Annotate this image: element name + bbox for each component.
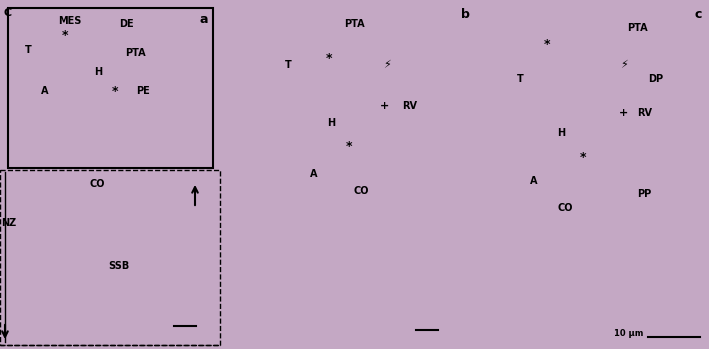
Text: H: H: [557, 128, 565, 138]
Text: H: H: [94, 67, 102, 77]
Text: ⚡: ⚡: [384, 60, 391, 70]
Text: PP: PP: [637, 190, 652, 199]
Bar: [222, 4, 476, 344]
Text: CO: CO: [558, 203, 574, 213]
Text: PTA: PTA: [125, 48, 145, 58]
Bar: [8, 8, 213, 168]
Text: a: a: [199, 13, 208, 26]
Text: NZ: NZ: [1, 217, 16, 228]
Text: +: +: [380, 101, 389, 111]
Text: *: *: [325, 52, 332, 65]
Text: T: T: [285, 60, 291, 70]
Text: *: *: [545, 38, 551, 51]
Text: ⚡: ⚡: [620, 60, 628, 70]
Text: PTA: PTA: [627, 23, 648, 33]
Text: *: *: [580, 150, 587, 163]
Text: PTA: PTA: [344, 20, 364, 29]
Text: +: +: [620, 108, 629, 118]
Text: T: T: [517, 74, 524, 84]
Text: A: A: [310, 169, 317, 179]
Text: DE: DE: [120, 19, 134, 29]
Text: T: T: [25, 45, 32, 54]
Text: *: *: [346, 140, 352, 153]
Text: A: A: [41, 86, 49, 96]
Text: CO: CO: [354, 186, 369, 196]
Text: RV: RV: [403, 101, 418, 111]
Text: *: *: [111, 85, 118, 98]
Text: SSB: SSB: [108, 261, 130, 271]
Text: PE: PE: [136, 86, 150, 96]
Text: C: C: [4, 8, 12, 18]
Text: MES: MES: [58, 16, 82, 26]
Text: H: H: [327, 118, 335, 128]
Bar: [480, 4, 705, 344]
Text: CO: CO: [89, 179, 104, 189]
Bar: [0, 170, 220, 345]
Text: 10 μm: 10 μm: [614, 328, 643, 337]
Text: c: c: [695, 8, 702, 21]
Text: b: b: [461, 8, 470, 21]
Text: DP: DP: [648, 74, 663, 84]
Text: *: *: [62, 29, 69, 42]
Text: A: A: [530, 176, 537, 186]
Text: RV: RV: [637, 108, 652, 118]
